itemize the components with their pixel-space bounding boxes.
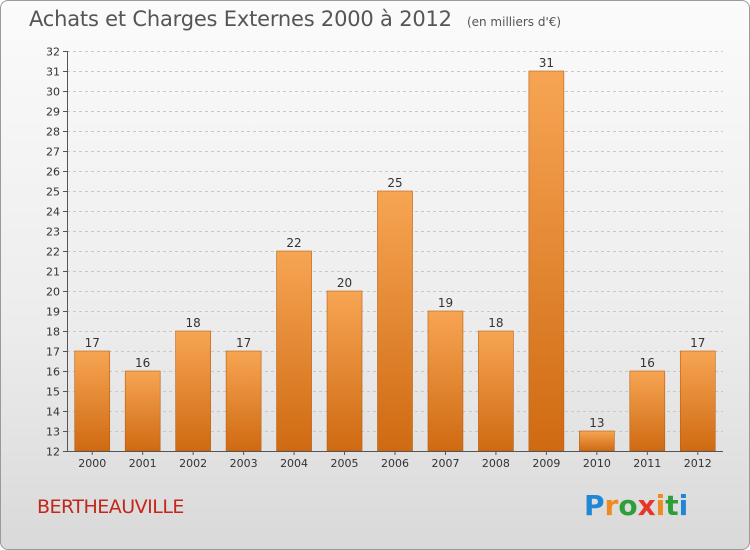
logo-letter: x	[637, 489, 656, 522]
y-tick-label: 16	[46, 366, 60, 379]
y-tick-label: 25	[46, 186, 60, 199]
x-tick-label: 2001	[129, 457, 157, 470]
value-label: 16	[135, 356, 150, 370]
y-tick-label: 21	[46, 266, 60, 279]
bar	[225, 350, 262, 452]
y-tick-label: 31	[46, 66, 60, 79]
y-tick-label: 30	[46, 86, 60, 99]
bar	[478, 330, 514, 452]
value-label: 22	[286, 236, 301, 250]
y-tick-label: 12	[46, 446, 60, 459]
value-label: 17	[236, 336, 251, 350]
y-tick-label: 32	[46, 46, 60, 59]
x-tick-label: 2009	[532, 457, 560, 470]
town-name: BERTHEAUVILLE	[37, 496, 184, 518]
x-tick-label: 2005	[331, 457, 359, 470]
bar	[427, 310, 464, 452]
x-tick-label: 2002	[179, 457, 207, 470]
logo-letter: o	[618, 489, 638, 522]
y-tick-label: 24	[46, 206, 60, 219]
x-axis: 2000 2001 2002 2003 2004 2005 2006 2007 2008 2009…	[67, 451, 723, 470]
y-tick-label: 20	[46, 286, 60, 299]
x-tick-label: 2007	[431, 457, 459, 470]
chart-unit: (en milliers d'€)	[466, 15, 562, 29]
y-tick-label: 29	[46, 106, 60, 119]
logo-letter: i	[655, 489, 666, 522]
logo-letter: t	[665, 489, 679, 522]
value-label: 25	[387, 176, 402, 190]
chart-title: Achats et Charges Externes 2000 à 2012	[29, 7, 452, 31]
bar	[276, 250, 312, 452]
logo-letter: i	[678, 489, 689, 522]
value-labels: 17 16 18 17 22 20 25 19 18 31 13 16 17	[85, 56, 706, 430]
value-label: 17	[85, 336, 100, 350]
y-tick-label: 13	[46, 426, 60, 439]
bar	[528, 70, 565, 452]
value-label: 17	[690, 336, 705, 350]
x-tick-label: 2010	[583, 457, 611, 470]
y-tick-label: 22	[46, 246, 60, 259]
y-tick-label: 27	[46, 146, 60, 159]
value-label: 18	[488, 316, 503, 330]
y-tick-label: 28	[46, 126, 60, 139]
x-tick-label: 2011	[633, 457, 661, 470]
value-label: 19	[438, 296, 453, 310]
bar	[175, 330, 211, 452]
y-axis: 12 13 14 15 16 17 18 19 20 21 22 23 24 25 26 27 28 29 30 31…	[46, 46, 68, 459]
logo-letter: r	[604, 489, 619, 522]
x-tick-label: 2006	[381, 457, 409, 470]
bar	[377, 190, 413, 452]
bar	[629, 370, 666, 452]
title-row: Achats et Charges Externes 2000 à 2012 (…	[29, 7, 561, 31]
value-label: 31	[539, 56, 554, 70]
value-label: 20	[337, 276, 352, 290]
y-tick-label: 15	[46, 386, 60, 399]
y-tick-label: 26	[46, 166, 60, 179]
y-tick-label: 18	[46, 326, 60, 339]
x-tick-label: 2008	[482, 457, 510, 470]
y-tick-label: 23	[46, 226, 60, 239]
bar	[124, 370, 161, 452]
logo-letter: P	[584, 489, 605, 522]
x-tick-label: 2003	[230, 457, 258, 470]
bar	[679, 350, 716, 452]
x-tick-label: 2000	[78, 457, 106, 470]
x-tick-label: 2004	[280, 457, 308, 470]
bars	[74, 70, 716, 452]
y-tick-label: 14	[46, 406, 60, 419]
bar	[74, 350, 111, 452]
bar	[579, 430, 615, 452]
y-tick-label: 17	[46, 346, 60, 359]
value-label: 18	[186, 316, 201, 330]
bar	[326, 290, 363, 452]
x-tick-label: 2012	[684, 457, 712, 470]
y-tick-label: 19	[46, 306, 60, 319]
value-label: 16	[640, 356, 655, 370]
value-label: 13	[589, 416, 604, 430]
proxiti-logo[interactable]: Proxiti	[584, 489, 688, 522]
